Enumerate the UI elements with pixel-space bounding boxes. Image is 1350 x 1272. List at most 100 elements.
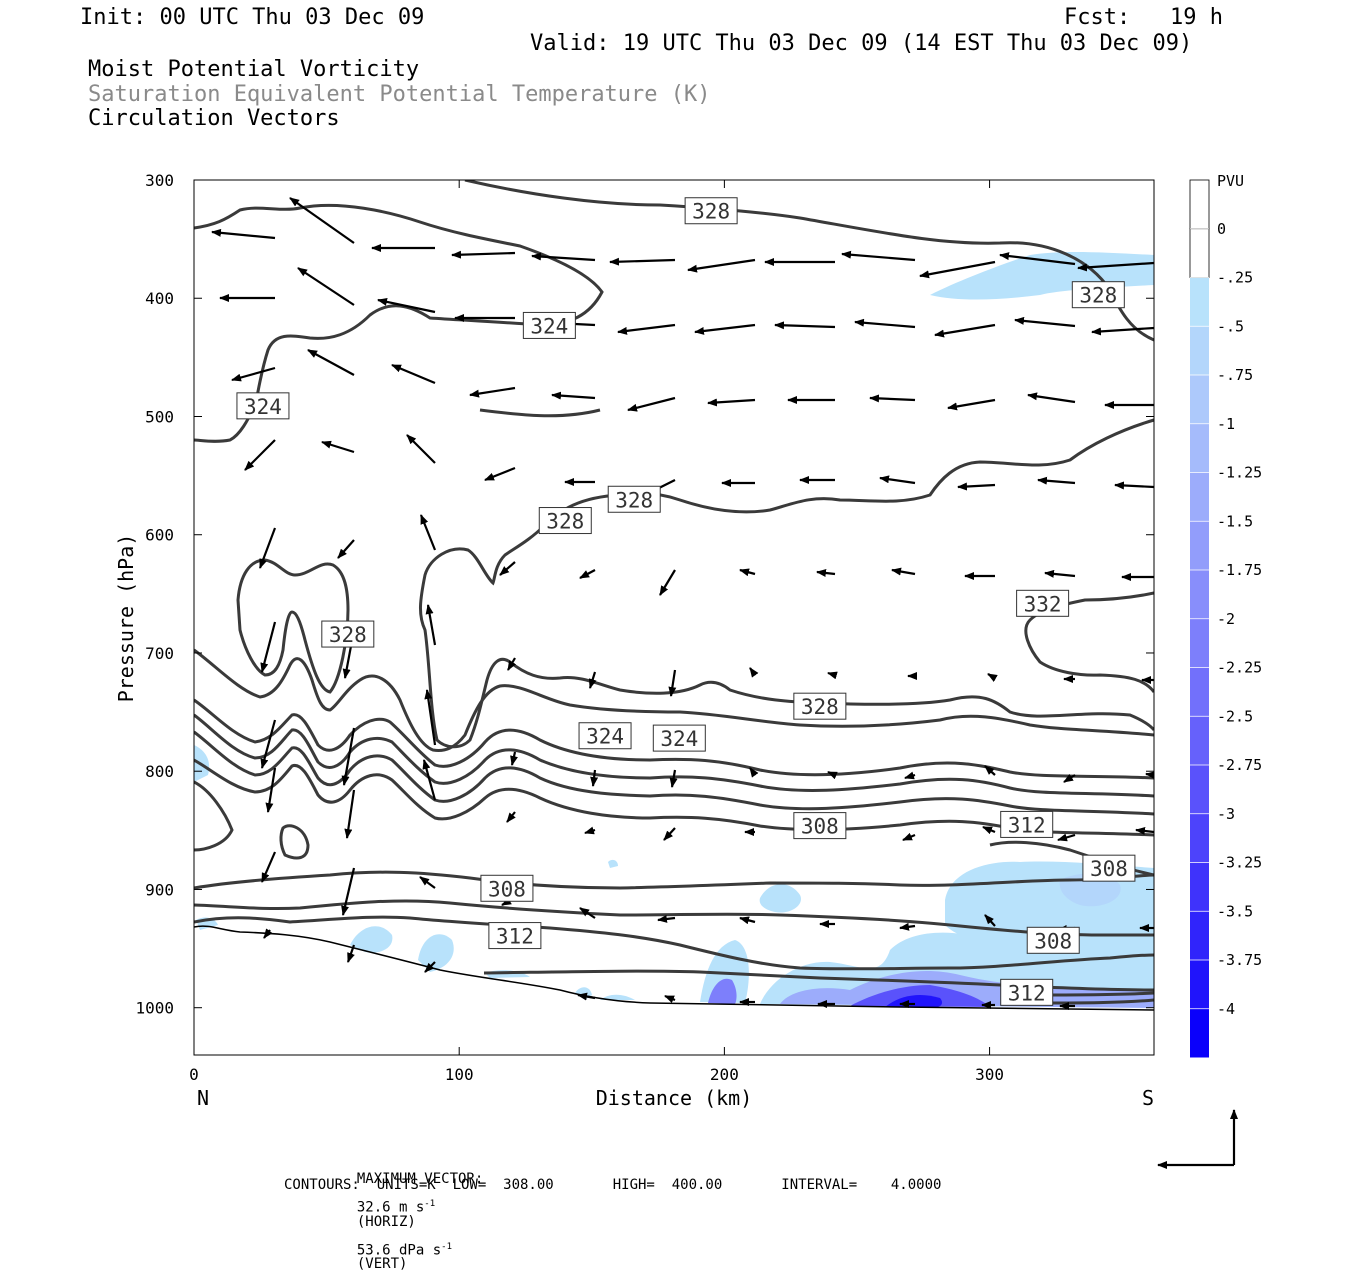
colorbar-label: -3.75	[1217, 951, 1262, 969]
contour-label: 328	[793, 692, 847, 720]
contour-label: 324	[236, 392, 290, 420]
x-axis-label: Distance (km)	[596, 1086, 753, 1110]
vector	[510, 751, 518, 766]
contour-line	[194, 730, 1154, 816]
vector	[406, 434, 436, 464]
colorbar-label: -3	[1217, 805, 1235, 823]
contour-label: 332	[1016, 589, 1070, 617]
max-vector-line: MAXIMUM VECTOR: 32.6 m s-1 (HORIZ) 53.6 …	[340, 1158, 483, 1271]
y-tick-label: 300	[145, 171, 174, 190]
vector	[469, 386, 516, 398]
vector	[419, 876, 436, 889]
vector	[297, 267, 355, 306]
y-tick-label: 500	[145, 407, 174, 426]
contour-line	[279, 824, 310, 860]
pv-fill	[700, 940, 749, 1003]
x-tick-label: 0	[189, 1065, 199, 1084]
colorbar-label: -1.75	[1217, 561, 1262, 579]
vector	[707, 398, 756, 407]
colorbar-label: -2.5	[1217, 707, 1253, 725]
contour-label-text: 312	[496, 925, 534, 949]
x-tick-label: 100	[445, 1065, 474, 1084]
colorbar-swatch	[1190, 716, 1209, 765]
colorbar-label: -1	[1217, 415, 1235, 433]
vector	[579, 907, 596, 919]
contour-label: 324	[652, 724, 706, 752]
vector	[451, 250, 516, 259]
title-mpv: Moist Potential Vorticity	[88, 57, 420, 82]
vector	[664, 994, 676, 1004]
vector	[891, 567, 916, 576]
contour-label-text: 312	[1008, 813, 1046, 837]
vector	[531, 252, 596, 262]
vector	[739, 916, 756, 925]
vector	[1114, 481, 1154, 490]
colorbar-swatch	[1189, 179, 1210, 230]
contour-label-text: 324	[244, 395, 282, 419]
north-label: N	[197, 1086, 209, 1110]
contour-label: 308	[1082, 854, 1136, 882]
south-label: S	[1142, 1086, 1154, 1110]
vector	[957, 482, 996, 491]
contour-line	[194, 713, 1154, 798]
contour-labels: 328 328 324 324 328 328 328 332 328 324 324 308 312 3…	[236, 197, 1136, 1006]
vert-exponent: -1	[441, 1241, 452, 1252]
y-tick-label: 900	[145, 880, 174, 899]
vector	[337, 539, 355, 559]
vector	[1077, 261, 1154, 272]
colorbar-swatch	[1190, 570, 1209, 619]
vector	[899, 922, 916, 931]
contour-label: 308	[1026, 926, 1080, 954]
contour-label-text: 312	[1008, 981, 1046, 1005]
colorbar-label: -4	[1217, 1000, 1235, 1018]
vector	[919, 260, 996, 279]
colorbar-swatch	[1190, 862, 1209, 912]
colorbar-label: -2	[1217, 610, 1235, 628]
vector	[424, 961, 436, 973]
colorbar-swatch	[1190, 618, 1209, 668]
vector	[617, 323, 676, 335]
vector	[739, 568, 756, 577]
contour-line	[194, 780, 234, 852]
colorbar-swatch	[1190, 277, 1209, 327]
vector	[307, 349, 355, 376]
vector	[231, 366, 276, 382]
vector	[827, 671, 838, 680]
vector	[551, 391, 596, 400]
y-axis-label: Pressure (hPa)	[114, 534, 138, 703]
colorbar-label: -1.5	[1217, 512, 1253, 530]
vector	[1014, 316, 1076, 328]
contour-label-text: 308	[1090, 857, 1128, 881]
plot-frame	[193, 179, 1155, 1056]
vector	[1145, 771, 1154, 780]
vector	[584, 826, 596, 835]
vector	[669, 769, 678, 788]
vector	[499, 561, 516, 576]
contour-label: 312	[1000, 978, 1054, 1006]
vector	[260, 851, 277, 883]
contour-label-text: 308	[801, 815, 839, 839]
vector	[841, 250, 916, 262]
contour-label-text: 328	[615, 488, 653, 512]
vector	[904, 771, 916, 780]
contour-line	[194, 758, 1154, 837]
title-theta-es: Saturation Equivalent Potential Temperat…	[88, 82, 711, 107]
vector	[346, 944, 356, 963]
contour-line	[194, 648, 1154, 752]
pv-fill	[708, 978, 737, 1004]
forecast-hour: Fcst: 19 h	[1064, 5, 1223, 30]
vector	[609, 257, 676, 266]
contour-label-text: 324	[530, 314, 568, 338]
contours-info: CONTOURS: UNITS=K LOW= 308.00 HIGH= 400.…	[284, 1177, 942, 1193]
vector	[422, 759, 437, 801]
vector	[391, 363, 436, 385]
y-tick-label: 1000	[135, 999, 174, 1018]
vector	[668, 669, 677, 697]
colorbar-label: -1.25	[1217, 464, 1262, 482]
vector	[984, 765, 996, 776]
vector	[947, 398, 996, 411]
y-tick-label: 400	[145, 289, 174, 308]
colorbar-swatch	[1190, 521, 1209, 570]
colorbar-swatch	[1190, 1008, 1209, 1058]
horiz-exponent: -1	[424, 1199, 436, 1209]
